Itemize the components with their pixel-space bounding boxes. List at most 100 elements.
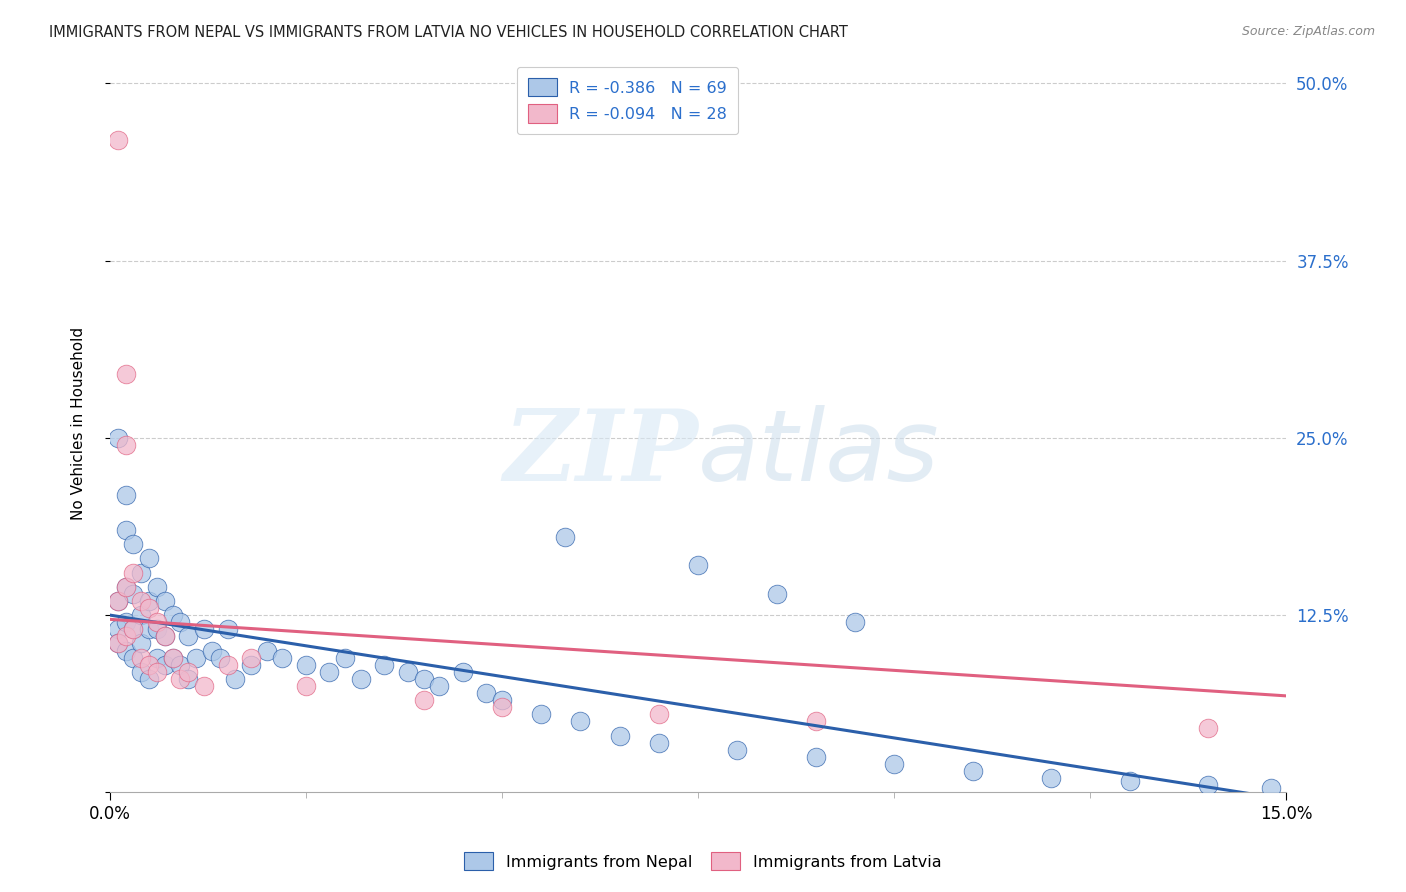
Point: [122, 587, 145, 601]
Point: [114, 615, 136, 630]
Point: [295, 679, 318, 693]
Point: [146, 615, 169, 630]
Point: [138, 594, 160, 608]
Point: [122, 537, 145, 551]
Point: [240, 650, 263, 665]
Point: [129, 608, 152, 623]
Point: [153, 629, 176, 643]
Point: [350, 672, 373, 686]
Point: [1040, 771, 1063, 785]
Point: [129, 650, 152, 665]
Point: [373, 657, 395, 672]
Y-axis label: No Vehicles in Household: No Vehicles in Household: [72, 327, 86, 520]
Point: [177, 629, 200, 643]
Point: [1197, 722, 1219, 736]
Point: [114, 523, 136, 537]
Point: [169, 672, 191, 686]
Point: [107, 622, 129, 636]
Point: [169, 657, 191, 672]
Point: [335, 650, 357, 665]
Point: [765, 587, 787, 601]
Point: [153, 657, 176, 672]
Point: [162, 608, 184, 623]
Point: [1260, 780, 1282, 795]
Point: [883, 756, 905, 771]
Point: [138, 622, 160, 636]
Point: [271, 650, 294, 665]
Point: [1118, 773, 1140, 788]
Point: [491, 700, 513, 714]
Point: [107, 133, 129, 147]
Text: Source: ZipAtlas.com: Source: ZipAtlas.com: [1241, 25, 1375, 38]
Point: [412, 693, 434, 707]
Point: [107, 594, 129, 608]
Point: [114, 367, 136, 381]
Legend: Immigrants from Nepal, Immigrants from Latvia: Immigrants from Nepal, Immigrants from L…: [458, 846, 948, 877]
Point: [146, 665, 169, 679]
Point: [427, 679, 450, 693]
Point: [396, 665, 419, 679]
Point: [122, 622, 145, 636]
Point: [201, 643, 224, 657]
Point: [129, 636, 152, 650]
Point: [208, 650, 231, 665]
Point: [162, 650, 184, 665]
Point: [114, 643, 136, 657]
Point: [217, 657, 239, 672]
Point: [107, 636, 129, 650]
Legend: R = -0.386   N = 69, R = -0.094   N = 28: R = -0.386 N = 69, R = -0.094 N = 28: [516, 67, 738, 134]
Point: [138, 657, 160, 672]
Point: [114, 487, 136, 501]
Point: [169, 615, 191, 630]
Point: [224, 672, 246, 686]
Point: [1197, 778, 1219, 792]
Text: ZIP: ZIP: [503, 405, 699, 501]
Point: [146, 580, 169, 594]
Point: [530, 707, 553, 722]
Point: [844, 615, 866, 630]
Point: [184, 650, 207, 665]
Point: [804, 714, 827, 729]
Point: [554, 530, 576, 544]
Point: [451, 665, 474, 679]
Point: [107, 594, 129, 608]
Point: [193, 622, 215, 636]
Text: atlas: atlas: [699, 405, 939, 501]
Point: [153, 629, 176, 643]
Point: [217, 622, 239, 636]
Point: [569, 714, 592, 729]
Point: [114, 580, 136, 594]
Point: [177, 672, 200, 686]
Point: [107, 636, 129, 650]
Point: [114, 629, 136, 643]
Point: [193, 679, 215, 693]
Point: [138, 672, 160, 686]
Point: [146, 650, 169, 665]
Point: [138, 601, 160, 615]
Point: [107, 431, 129, 445]
Point: [114, 580, 136, 594]
Text: IMMIGRANTS FROM NEPAL VS IMMIGRANTS FROM LATVIA NO VEHICLES IN HOUSEHOLD CORRELA: IMMIGRANTS FROM NEPAL VS IMMIGRANTS FROM…: [49, 25, 848, 40]
Point: [146, 622, 169, 636]
Point: [114, 438, 136, 452]
Point: [122, 566, 145, 580]
Point: [491, 693, 513, 707]
Point: [240, 657, 263, 672]
Point: [295, 657, 318, 672]
Point: [412, 672, 434, 686]
Point: [648, 707, 671, 722]
Point: [804, 749, 827, 764]
Point: [256, 643, 278, 657]
Point: [138, 551, 160, 566]
Point: [177, 665, 200, 679]
Point: [609, 729, 631, 743]
Point: [153, 594, 176, 608]
Point: [129, 665, 152, 679]
Point: [318, 665, 340, 679]
Point: [475, 686, 498, 700]
Point: [162, 650, 184, 665]
Point: [122, 650, 145, 665]
Point: [688, 558, 710, 573]
Point: [962, 764, 984, 778]
Point: [129, 566, 152, 580]
